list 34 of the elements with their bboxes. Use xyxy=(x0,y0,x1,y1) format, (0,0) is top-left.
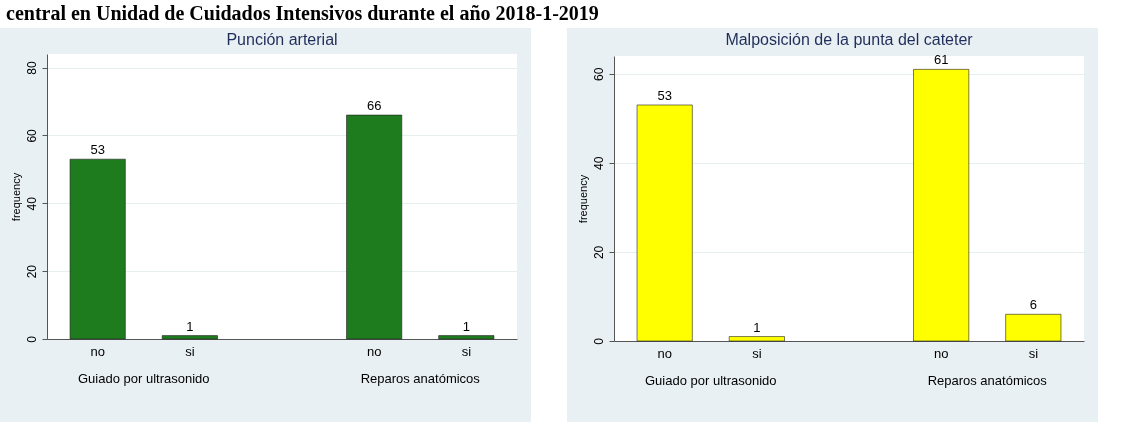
chart-title: Punción arterial xyxy=(226,31,338,48)
data-label: 1 xyxy=(186,318,194,334)
y-tick-label: 60 xyxy=(591,67,606,81)
chart-subtitle: central en Unidad de Cuidados Intensivos durante el año 2018-1-2019 xyxy=(5,1,600,26)
y-tick-label: 40 xyxy=(24,196,39,211)
x-tick-label: si xyxy=(1028,345,1039,361)
y-tick-label: 80 xyxy=(24,61,39,75)
data-label: 6 xyxy=(1029,297,1037,313)
data-label: 1 xyxy=(753,319,761,335)
x-tick-label: no xyxy=(657,345,672,361)
y-tick-label: 20 xyxy=(24,264,39,279)
chart-title: Malposición de la punta del cateter xyxy=(725,31,974,49)
x-tick-label: no xyxy=(933,345,949,361)
text: Guiado por ultrasonido xyxy=(78,371,210,386)
text: Reparos anatómicos xyxy=(360,371,481,386)
text: Reparos anatómicos xyxy=(927,373,1048,388)
y-axis-title: frequency xyxy=(9,172,22,222)
y-tick-label: 0 xyxy=(591,337,606,345)
x-tick-label: si xyxy=(752,345,762,361)
x-tick-label: si xyxy=(185,343,195,359)
y-axis-title: frequency xyxy=(576,174,589,224)
x-tick-label: si xyxy=(461,343,472,359)
data-label: 61 xyxy=(933,52,949,68)
data-label: 53 xyxy=(657,87,672,103)
y-tick-label: 40 xyxy=(591,156,606,171)
data-label: 1 xyxy=(462,318,470,334)
text: Guiado por ultrasonido xyxy=(645,373,777,388)
x-tick-label: no xyxy=(366,343,382,359)
data-label: 66 xyxy=(366,98,382,114)
y-tick-label: 60 xyxy=(24,128,39,143)
data-label: 53 xyxy=(90,142,105,158)
y-tick-label: 0 xyxy=(24,335,39,343)
x-tick-label: no xyxy=(90,343,105,359)
y-tick-label: 20 xyxy=(591,245,606,260)
